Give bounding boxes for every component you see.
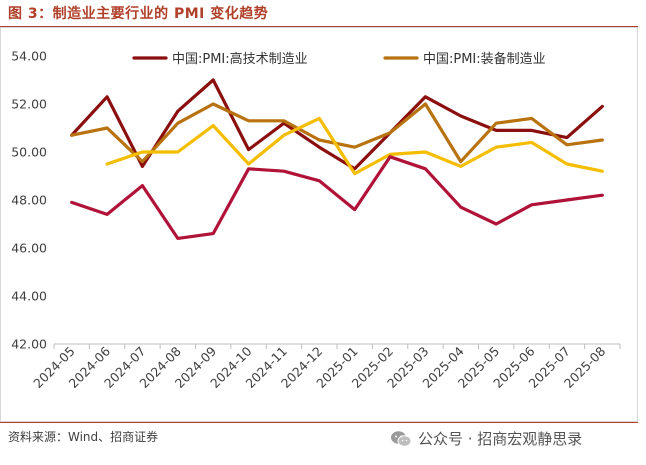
y-tick-label: 52.00 <box>11 97 47 112</box>
y-tick-label: 48.00 <box>11 193 47 208</box>
source-note: 资料来源：Wind、招商证券 <box>8 430 159 444</box>
y-tick-label: 50.00 <box>11 145 47 160</box>
series-line-4 <box>70 155 604 240</box>
y-tick-label: 44.00 <box>11 289 47 304</box>
series-lines <box>70 78 604 240</box>
series-line-3 <box>105 116 604 176</box>
legend: 中国:PMI:高技术制造业 中国:PMI:装备制造业 <box>132 51 546 67</box>
series-line-1 <box>70 78 604 171</box>
figure-title: 图 3：制造业主要行业的 PMI 变化趋势 <box>8 6 269 22</box>
watermark: 公众号 · 招商宏观静思录 <box>390 428 582 449</box>
footer-divider <box>0 422 638 423</box>
legend-label: 中国:PMI:高技术制造业 <box>172 51 308 67</box>
plot-frame <box>0 27 638 422</box>
x-axis: 2024-052024-062024-072024-082024-092024-… <box>30 343 621 391</box>
legend-label: 中国:PMI:装备制造业 <box>423 51 546 67</box>
wechat-icon <box>391 430 412 447</box>
y-tick-label: 54.00 <box>11 49 47 64</box>
watermark-text: 公众号 · 招商宏观静思录 <box>418 430 583 448</box>
y-tick-label: 42.00 <box>11 337 47 352</box>
y-tick-label: 46.00 <box>11 241 47 256</box>
y-axis: 42.00 44.00 46.00 48.00 50.00 52.00 54.00 <box>11 49 47 352</box>
title-divider <box>0 26 638 27</box>
